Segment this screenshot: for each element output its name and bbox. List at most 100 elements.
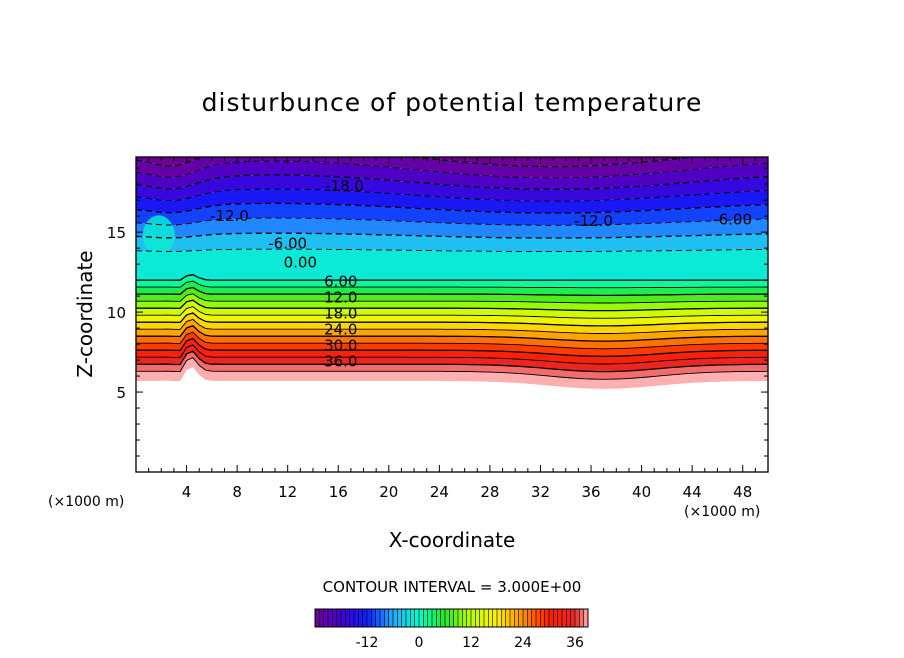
- contour-band: [136, 281, 768, 296]
- colorbar-swatch: [319, 609, 324, 627]
- contour-lines: [136, 157, 768, 380]
- contour-line: [136, 299, 768, 312]
- contour-band: [136, 157, 768, 178]
- contour-band: [136, 161, 768, 190]
- colorbar-swatch: [384, 609, 389, 627]
- colorbar-frame: [314, 608, 589, 628]
- y-axis-label: Z-coordinate: [73, 250, 97, 377]
- x-unit-left: (×1000 m): [48, 494, 124, 510]
- colorbar-swatch: [423, 609, 428, 627]
- x-tick-label: 8: [232, 483, 242, 501]
- colorbar-tick-label: 24: [514, 635, 532, 651]
- colorbar-swatch: [566, 609, 571, 627]
- colorbar-swatch: [427, 609, 433, 627]
- x-tick-label: 36: [581, 483, 600, 501]
- colorbar-swatch: [466, 609, 472, 627]
- colorbar-swatch: [462, 609, 467, 627]
- contour-band: [136, 175, 768, 202]
- colorbar-swatch: [349, 609, 355, 627]
- colorbar-swatch: [388, 609, 394, 627]
- contour-line: [136, 331, 768, 350]
- colorbar-swatch: [484, 609, 489, 627]
- colorbar-swatch: [579, 609, 584, 627]
- colorbar-swatch: [562, 609, 567, 627]
- colorbar-swatch: [497, 609, 502, 627]
- contour-band: [136, 293, 768, 311]
- colorbar: [314, 608, 589, 628]
- colorbar-swatch: [393, 609, 398, 627]
- contour-line: [136, 350, 768, 373]
- contour-band: [136, 300, 768, 319]
- contour-label: 18.0: [324, 305, 357, 323]
- colorbar-swatch: [510, 609, 515, 627]
- chart-title: disturbunce of potential temperature: [202, 88, 703, 117]
- colorbar-tick-label: 0: [415, 635, 424, 651]
- contour-line: [136, 306, 768, 319]
- colorbar-swatch: [419, 609, 424, 627]
- colorbar-swatch: [544, 609, 550, 627]
- contour-line: [136, 337, 768, 358]
- colorbar-swatch: [445, 609, 450, 627]
- colorbar-swatch: [401, 609, 407, 627]
- x-tick-label: 48: [733, 483, 752, 501]
- contour-line: [136, 344, 768, 365]
- contour-band: [136, 344, 768, 372]
- contour-band: [142, 215, 175, 256]
- y-tick-label: 15: [107, 224, 126, 242]
- contour-label: 0.00: [284, 254, 317, 272]
- y-tick-labels: 5 10 15: [107, 224, 126, 402]
- contour-line: [136, 318, 768, 334]
- contour-label: 6.00: [324, 273, 357, 291]
- x-tick-label: 20: [379, 483, 398, 501]
- colorbar-swatch: [436, 609, 441, 627]
- colorbar-swatch: [536, 609, 541, 627]
- contour-band: [136, 332, 768, 357]
- colorbar-swatch: [345, 609, 350, 627]
- contour-line: [136, 280, 768, 289]
- colorbar-swatch: [540, 609, 545, 627]
- contour-line: [136, 217, 768, 226]
- contour-label: 24.0: [324, 321, 357, 339]
- colorbar-swatch: [583, 609, 589, 627]
- colorbar-swatch: [371, 609, 376, 627]
- contour-fill-bands: [136, 157, 768, 389]
- contour-label: -18.0: [325, 177, 364, 195]
- x-tick-label: 28: [480, 483, 499, 501]
- colorbar-swatch: [549, 609, 554, 627]
- contour-label: 30.0: [324, 337, 357, 355]
- contour-line: [136, 312, 768, 327]
- contour-band: [136, 313, 768, 334]
- contour-labels: -18.0 -12.0 -12.0 -6.00 -6.00 0.00 6.0012.018.…: [210, 177, 752, 371]
- contour-band: [136, 218, 768, 238]
- colorbar-swatch: [336, 609, 342, 627]
- contour-band: [136, 274, 768, 288]
- colorbar-swatch: [514, 609, 519, 627]
- colorbar-swatch: [492, 609, 498, 627]
- colorbar-swatch: [323, 609, 329, 627]
- contour-label: -6.00: [268, 234, 307, 252]
- contour-band: [136, 203, 768, 226]
- contour-label: 36.0: [324, 353, 357, 371]
- colorbar-swatch: [575, 609, 580, 627]
- colorbar-swatch: [328, 609, 333, 627]
- colorbar-tick-labels: -12 0 12 24 36: [356, 635, 584, 651]
- colorbar-swatch: [406, 609, 411, 627]
- x-tick-label: 16: [329, 483, 348, 501]
- colorbar-swatch: [488, 609, 493, 627]
- x-axis-label: X-coordinate: [389, 528, 516, 552]
- colorbar-swatch: [432, 609, 437, 627]
- colorbar-tick-label: 12: [462, 635, 480, 651]
- contour-band: [136, 338, 768, 364]
- colorbar-swatch: [501, 609, 506, 627]
- colorbar-swatch: [557, 609, 563, 627]
- colorbar-swatch: [341, 609, 346, 627]
- colorbar-swatch: [518, 609, 524, 627]
- contour-line: [136, 157, 699, 168]
- contour-line: [136, 286, 768, 297]
- contour-line: [136, 357, 768, 380]
- colorbar-swatch: [449, 609, 454, 627]
- x-tick-label: 32: [531, 483, 550, 501]
- colorbar-tick-label: -12: [356, 635, 379, 651]
